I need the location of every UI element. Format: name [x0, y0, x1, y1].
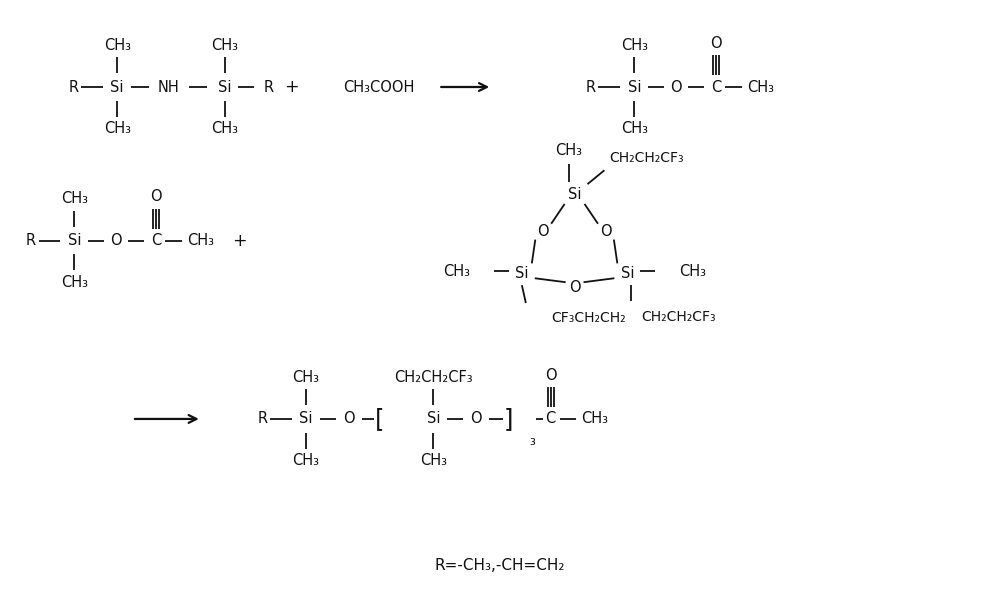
Text: CH₃: CH₃	[621, 121, 648, 136]
Text: CH₃: CH₃	[443, 264, 470, 279]
Text: R: R	[26, 233, 36, 248]
Text: O: O	[150, 190, 162, 204]
Text: Si: Si	[218, 79, 231, 95]
Text: +: +	[232, 232, 247, 249]
Text: NH: NH	[158, 79, 180, 95]
Text: CH₃: CH₃	[293, 453, 320, 468]
Text: O: O	[470, 412, 482, 426]
Text: Si: Si	[299, 412, 313, 426]
Text: CH₃: CH₃	[104, 121, 131, 136]
Text: CH₃COOH: CH₃COOH	[343, 79, 414, 95]
Text: R=-CH₃,-CH=CH₂: R=-CH₃,-CH=CH₂	[435, 558, 565, 573]
Text: CH₃: CH₃	[293, 370, 320, 385]
Text: ₃: ₃	[529, 433, 535, 448]
Text: CH₃: CH₃	[747, 79, 774, 95]
Text: R: R	[257, 412, 267, 426]
Text: CH₃: CH₃	[61, 274, 88, 290]
Text: CH₂CH₂CF₃: CH₂CH₂CF₃	[394, 370, 473, 385]
Text: C: C	[151, 233, 161, 248]
Text: Si: Si	[427, 412, 440, 426]
Text: Si: Si	[68, 233, 81, 248]
Text: CH₃: CH₃	[211, 121, 238, 136]
Text: Si: Si	[110, 79, 124, 95]
Text: Si: Si	[628, 79, 641, 95]
Text: O: O	[110, 233, 122, 248]
Text: ]: ]	[504, 407, 513, 431]
Text: Si: Si	[515, 266, 529, 281]
Text: O: O	[670, 79, 682, 95]
Text: CH₃: CH₃	[581, 412, 608, 426]
Text: CF₃CH₂CH₂: CF₃CH₂CH₂	[552, 311, 626, 325]
Text: C: C	[711, 79, 721, 95]
Text: O: O	[569, 279, 580, 295]
Text: O: O	[600, 224, 612, 239]
Text: R: R	[68, 79, 78, 95]
Text: Si: Si	[568, 187, 581, 201]
Text: CH₂CH₂CF₃: CH₂CH₂CF₃	[641, 310, 716, 324]
Text: Si: Si	[621, 266, 634, 281]
Text: CH₃: CH₃	[679, 264, 706, 279]
Text: CH₃: CH₃	[555, 143, 582, 158]
Text: R: R	[263, 79, 273, 95]
Text: CH₂CH₂CF₃: CH₂CH₂CF₃	[609, 151, 683, 165]
Text: O: O	[343, 412, 355, 426]
Text: CH₃: CH₃	[187, 233, 214, 248]
Text: CH₃: CH₃	[621, 38, 648, 53]
Text: O: O	[537, 224, 549, 239]
Text: O: O	[545, 368, 557, 383]
Text: O: O	[710, 36, 722, 51]
Text: C: C	[546, 412, 556, 426]
Text: CH₃: CH₃	[104, 38, 131, 53]
Text: +: +	[284, 78, 298, 96]
Text: R: R	[585, 79, 596, 95]
Text: CH₃: CH₃	[420, 453, 447, 468]
Text: CH₃: CH₃	[211, 38, 238, 53]
Text: [: [	[375, 407, 384, 431]
Text: CH₃: CH₃	[61, 192, 88, 206]
